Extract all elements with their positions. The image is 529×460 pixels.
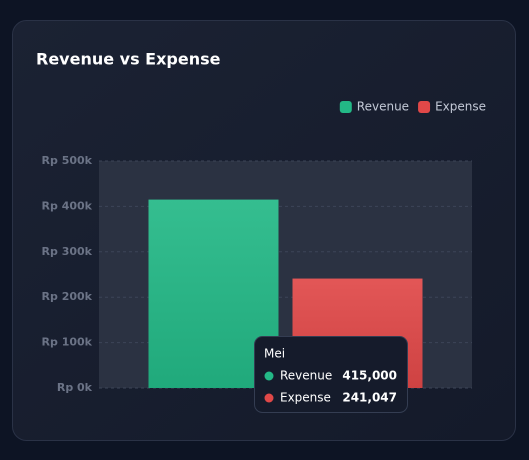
tooltip-dot bbox=[264, 393, 274, 403]
y-tick-label: Rp 500k bbox=[42, 154, 93, 167]
tooltip-series: Expense bbox=[280, 391, 331, 405]
tooltip-dot bbox=[264, 371, 274, 381]
legend-label: Expense bbox=[435, 100, 486, 114]
legend: Expense Revenue bbox=[339, 100, 486, 114]
chart-title: Revenue vs Expense bbox=[36, 50, 221, 69]
y-tick-label: Rp 200k bbox=[42, 290, 93, 303]
tooltip-value: 241,047 bbox=[342, 391, 397, 405]
tooltip-title: Mei bbox=[264, 347, 285, 361]
legend-swatch bbox=[339, 101, 352, 113]
y-tick-label: Rp 300k bbox=[42, 245, 93, 258]
tooltip: Mei Revenue 415,000 Expense 241,047 bbox=[254, 336, 408, 413]
legend-label: Revenue bbox=[357, 100, 409, 114]
tooltip-box bbox=[254, 336, 408, 413]
tooltip-series: Revenue bbox=[280, 369, 332, 383]
y-tick-label: Rp 400k bbox=[42, 199, 93, 212]
legend-swatch bbox=[418, 101, 431, 113]
y-tick-label: Rp 0k bbox=[57, 381, 93, 394]
y-tick-label: Rp 100k bbox=[42, 336, 93, 349]
tooltip-value: 415,000 bbox=[342, 369, 397, 383]
